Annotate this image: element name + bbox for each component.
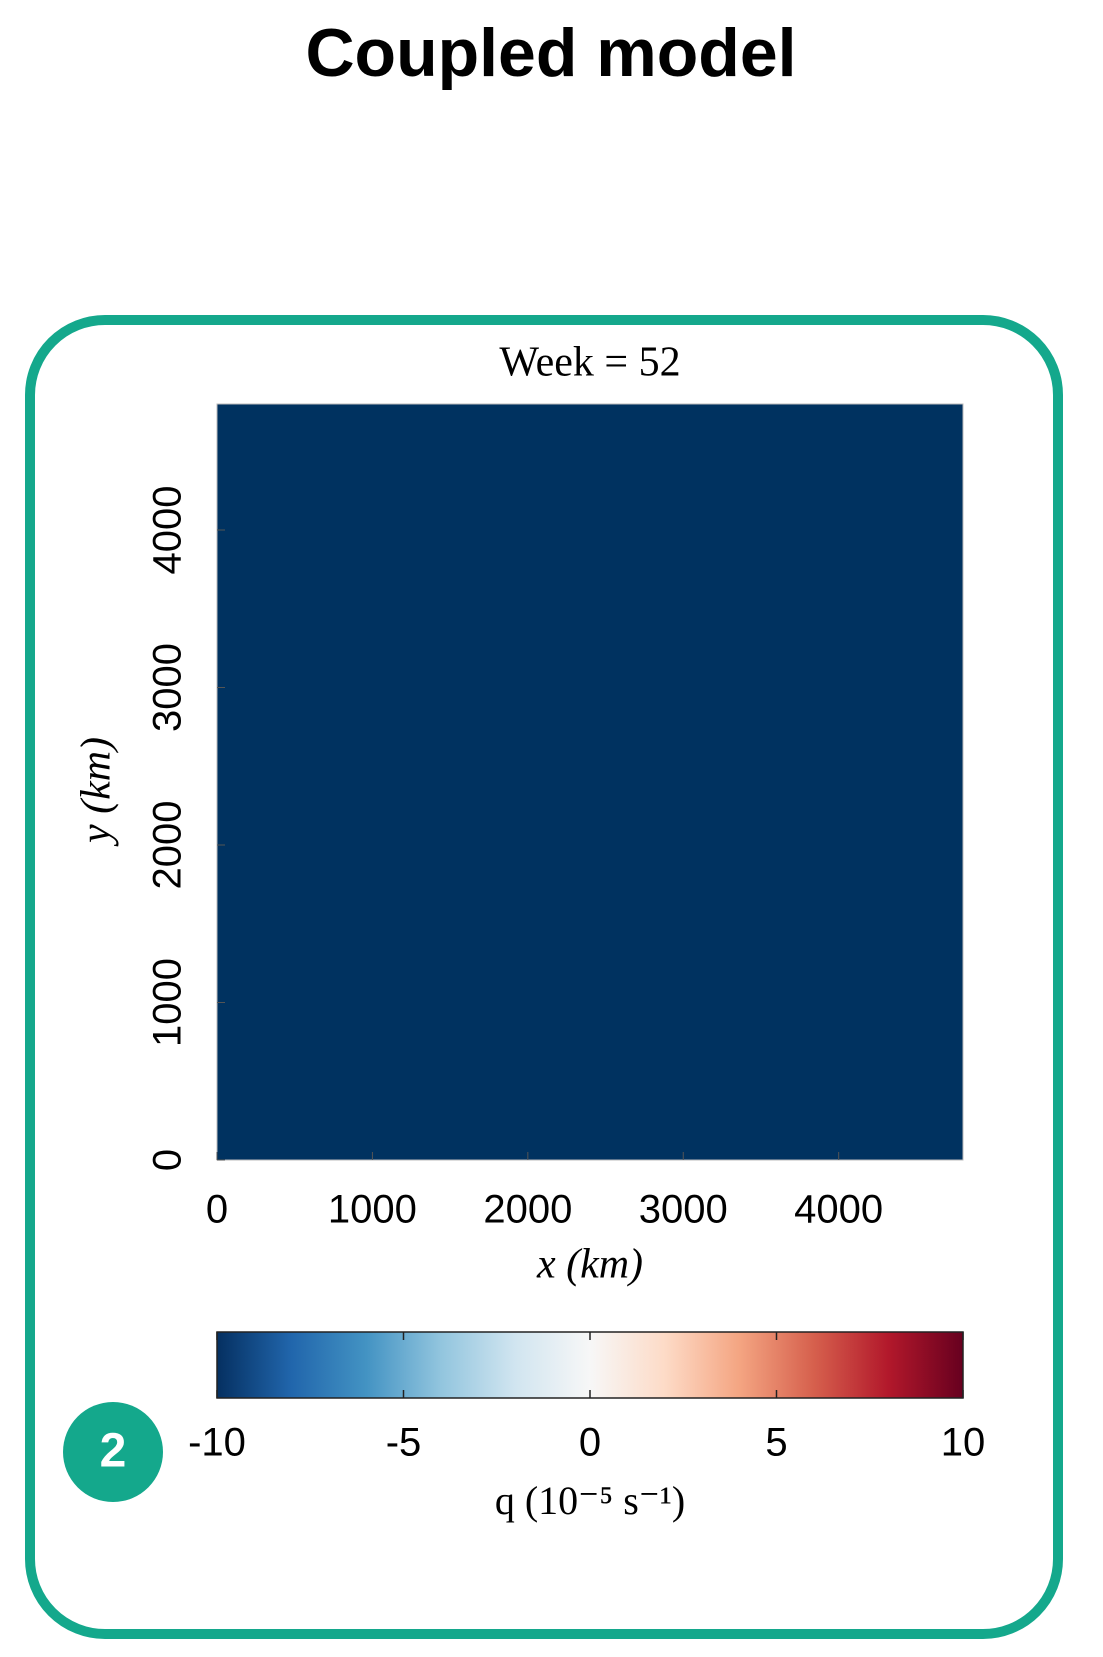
y-axis-label: y (km): [74, 737, 120, 847]
y-tick-label: 4000: [146, 486, 190, 575]
x-tick-label: 4000: [794, 1188, 883, 1232]
colorbar-tick-label: -10: [188, 1421, 246, 1465]
slide-title: Coupled model: [305, 15, 796, 91]
badge-number: 2: [100, 1425, 127, 1478]
x-tick-label: 0: [206, 1188, 228, 1232]
x-axis-label: x (km): [536, 1242, 643, 1288]
plot-border: [216, 403, 964, 1161]
x-tick-label: 3000: [639, 1188, 728, 1232]
field: [217, 404, 963, 1160]
x-tick-label: 2000: [483, 1188, 572, 1232]
plot-title: Week = 52: [499, 340, 680, 386]
heatmap-field: [217, 404, 963, 1160]
colorbar-tick-label: 10: [941, 1421, 986, 1465]
y-tick-label: 3000: [146, 643, 190, 732]
colorbar-tick-label: -5: [386, 1421, 422, 1465]
panel-frame: [25, 315, 1063, 1639]
y-tick-label: 2000: [146, 801, 190, 890]
x-tick-label: 1000: [328, 1188, 417, 1232]
y-tick-label: 1000: [146, 958, 190, 1047]
badge: [63, 1402, 163, 1502]
colorbar: [216, 1331, 964, 1399]
colorbar-label: q (10⁻⁵ s⁻¹): [495, 1478, 685, 1523]
colorbar-tick-label: 5: [765, 1421, 787, 1465]
colorbar-tick-label: 0: [579, 1421, 601, 1465]
y-tick-label: 0: [146, 1149, 190, 1171]
